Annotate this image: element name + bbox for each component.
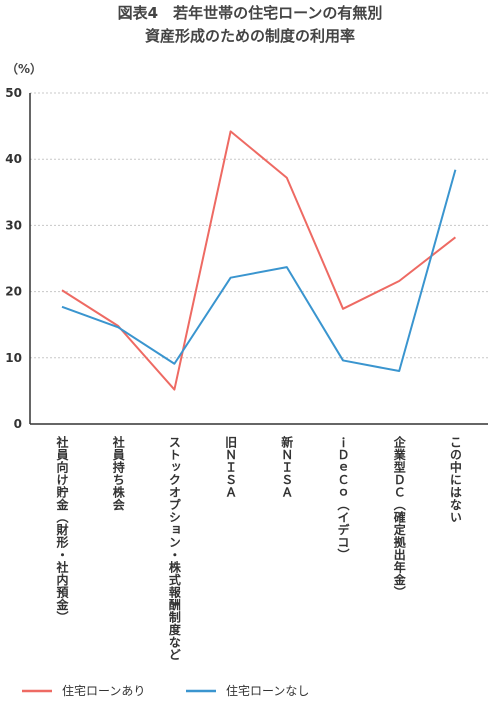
x-category-label: 企業型ＤＣ（確定拠出年金）	[392, 435, 406, 599]
series-line-0	[61, 130, 457, 391]
x-category-label: 社員持ち株会	[111, 435, 125, 512]
x-category-label: ｉＤｅＣｏ（イデコ）	[336, 436, 350, 561]
legend-label-1: 住宅ローンなし	[226, 683, 309, 698]
y-tick-label: 50	[5, 86, 22, 100]
x-category-label: 社員向け貯金（財形・社内預金）	[55, 435, 69, 624]
y-tick-label: 10	[5, 351, 22, 365]
y-tick-label: 0	[14, 417, 22, 431]
x-category-label: 旧ＮＩＳＡ	[224, 436, 238, 499]
y-axis-unit: （%）	[6, 62, 43, 76]
legend-label-0: 住宅ローンあり	[62, 683, 145, 698]
series-line-1	[61, 169, 457, 373]
y-tick-label: 30	[5, 218, 22, 232]
x-category-label: 新ＮＩＳＡ	[280, 435, 294, 499]
y-tick-label: 40	[5, 152, 22, 166]
y-tick-label: 20	[5, 285, 22, 299]
chart-title: 図表4 若年世帯の住宅ローンの有無別	[117, 4, 383, 22]
x-category-label: ストックオプション・株式報酬制度など	[167, 436, 181, 661]
x-category-label: この中にはない	[448, 436, 462, 524]
chart-subtitle: 資産形成のための制度の利用率	[144, 27, 355, 45]
